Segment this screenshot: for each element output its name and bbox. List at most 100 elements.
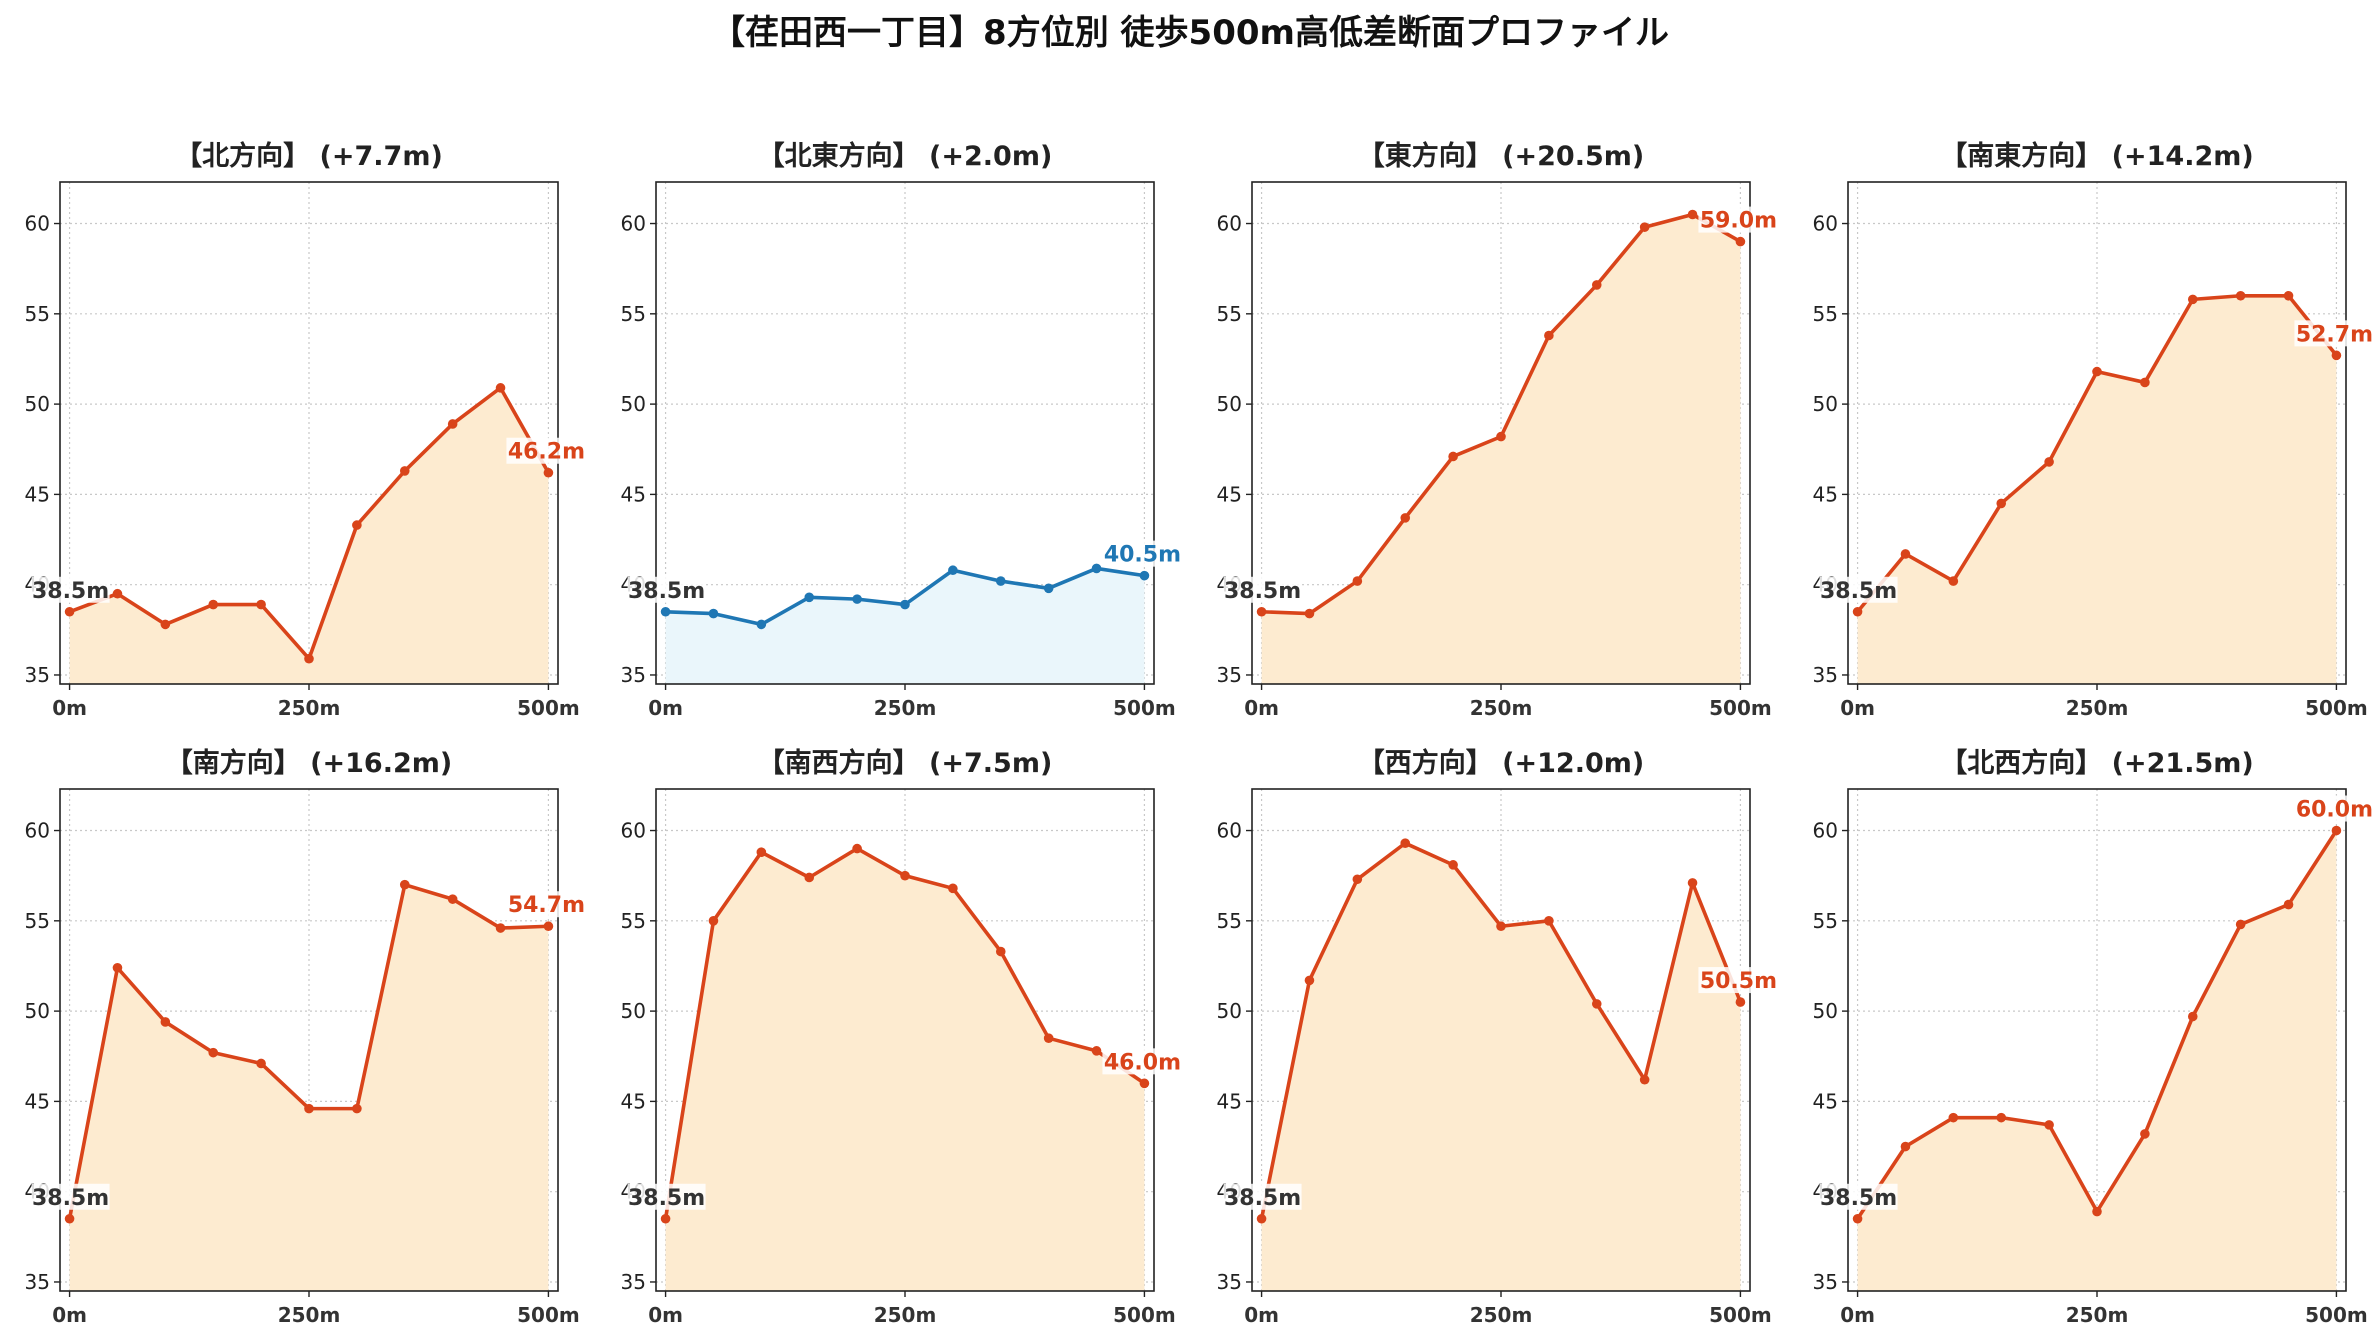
data-point <box>208 1047 219 1058</box>
start-elevation-label: 38.5m <box>628 1186 705 1211</box>
end-label-box <box>2294 320 2375 347</box>
data-point <box>1043 583 1054 594</box>
start-elevation-label: 38.5m <box>1820 1186 1897 1211</box>
data-point <box>1352 874 1363 885</box>
start-elevation-label: 38.5m <box>32 1186 109 1211</box>
data-point <box>2044 1120 2054 1130</box>
data-point <box>1139 570 1150 581</box>
data-point <box>112 588 123 599</box>
x-tick-label: 250m <box>1470 1303 1533 1327</box>
data-point <box>1304 608 1315 619</box>
x-tick-label: 0m <box>1244 696 1279 720</box>
data-point <box>900 599 910 610</box>
y-tick-label: 60 <box>1217 819 1242 843</box>
x-tick-label: 0m <box>1840 696 1875 720</box>
y-tick-label: 35 <box>25 1270 50 1294</box>
x-tick-label: 250m <box>2066 1303 2129 1327</box>
area-fill <box>1261 214 1741 684</box>
end-label-box <box>506 891 587 918</box>
x-tick-label: 0m <box>1840 1303 1875 1327</box>
start-label-box <box>627 576 706 603</box>
panel-title: 【北西方向】 (+21.5m) <box>1940 747 2253 779</box>
y-tick-label: 35 <box>1813 663 1838 687</box>
y-tick-label: 35 <box>1813 1270 1838 1294</box>
data-point <box>352 520 362 530</box>
x-tick-label: 500m <box>1709 1303 1772 1327</box>
panel-title: 【南東方向】 (+14.2m) <box>1940 140 2253 172</box>
data-point <box>495 923 506 933</box>
data-point <box>756 847 767 858</box>
y-tick-label: 45 <box>1217 1089 1242 1113</box>
y-tick-label: 60 <box>621 819 646 843</box>
y-tick-label: 60 <box>25 212 50 236</box>
end-elevation-label: 54.7m <box>508 893 585 918</box>
y-tick-label: 35 <box>1217 663 1242 687</box>
data-point <box>995 576 1006 586</box>
x-tick-label: 250m <box>874 696 937 720</box>
data-point <box>112 962 123 973</box>
x-tick-label: 500m <box>1113 696 1176 720</box>
x-tick-label: 500m <box>1709 696 1772 720</box>
y-tick-label: 45 <box>25 1089 50 1113</box>
end-label-box <box>1102 540 1183 567</box>
data-point <box>2092 1206 2102 1217</box>
data-point <box>1304 975 1315 986</box>
data-point <box>2235 919 2246 930</box>
data-point <box>2235 290 2246 301</box>
x-tick-label: 250m <box>874 1303 937 1327</box>
data-point <box>900 870 910 881</box>
end-elevation-label: 52.7m <box>2296 322 2373 347</box>
panel-3: 【東方向】 (+20.5m)3540455055600m250m500m38.5… <box>1217 140 1779 720</box>
y-tick-label: 50 <box>1813 999 1838 1023</box>
data-point <box>804 872 815 883</box>
data-point <box>304 653 314 664</box>
y-tick-label: 55 <box>621 909 646 933</box>
y-tick-label: 60 <box>25 819 50 843</box>
y-tick-label: 35 <box>1217 1270 1242 1294</box>
data-point <box>1091 1046 1102 1056</box>
area-fill <box>1857 830 2337 1291</box>
y-tick-label: 55 <box>25 302 50 326</box>
data-point <box>1852 1213 1863 1224</box>
start-label-box <box>1223 576 1302 603</box>
data-point <box>2140 377 2150 388</box>
data-point <box>1687 878 1698 888</box>
y-tick-label: 45 <box>1217 482 1242 506</box>
panel-2: 【北東方向】 (+2.0m)3540455055600m250m500m38.5… <box>621 140 1183 720</box>
data-point <box>2331 350 2342 361</box>
x-tick-label: 500m <box>1113 1303 1176 1327</box>
end-label-box <box>2294 795 2375 822</box>
data-point <box>160 619 171 630</box>
data-point <box>1996 498 2007 509</box>
data-point <box>1639 1074 1650 1085</box>
data-point <box>160 1017 171 1027</box>
data-point <box>1139 1078 1150 1089</box>
data-point <box>64 1213 75 1224</box>
end-label-box <box>1102 1048 1183 1075</box>
data-point <box>399 466 410 476</box>
data-point <box>256 1058 266 1069</box>
y-tick-label: 45 <box>1813 482 1838 506</box>
start-label-box <box>1819 576 1898 603</box>
data-point <box>995 946 1006 957</box>
start-elevation-label: 38.5m <box>628 579 705 604</box>
panel-title: 【南西方向】 (+7.5m) <box>758 747 1053 779</box>
data-point <box>1400 838 1411 848</box>
data-point <box>1043 1033 1054 1043</box>
data-point <box>1900 549 1911 559</box>
y-tick-label: 45 <box>621 1089 646 1113</box>
start-elevation-label: 38.5m <box>1820 579 1897 604</box>
panel-title: 【南方向】 (+16.2m) <box>166 747 452 779</box>
panel-grid: 【北方向】 (+7.7m)3540455055600m250m500m38.5m… <box>25 140 2375 1327</box>
data-point <box>1448 451 1458 462</box>
panel-1: 【北方向】 (+7.7m)3540455055600m250m500m38.5m… <box>25 140 587 720</box>
data-point <box>399 879 410 890</box>
y-tick-label: 60 <box>621 212 646 236</box>
start-label-box <box>627 1183 706 1210</box>
data-point <box>2092 366 2102 377</box>
y-tick-label: 60 <box>1813 819 1838 843</box>
area-fill <box>1857 295 2337 684</box>
data-point <box>64 606 75 617</box>
data-point <box>447 419 458 429</box>
